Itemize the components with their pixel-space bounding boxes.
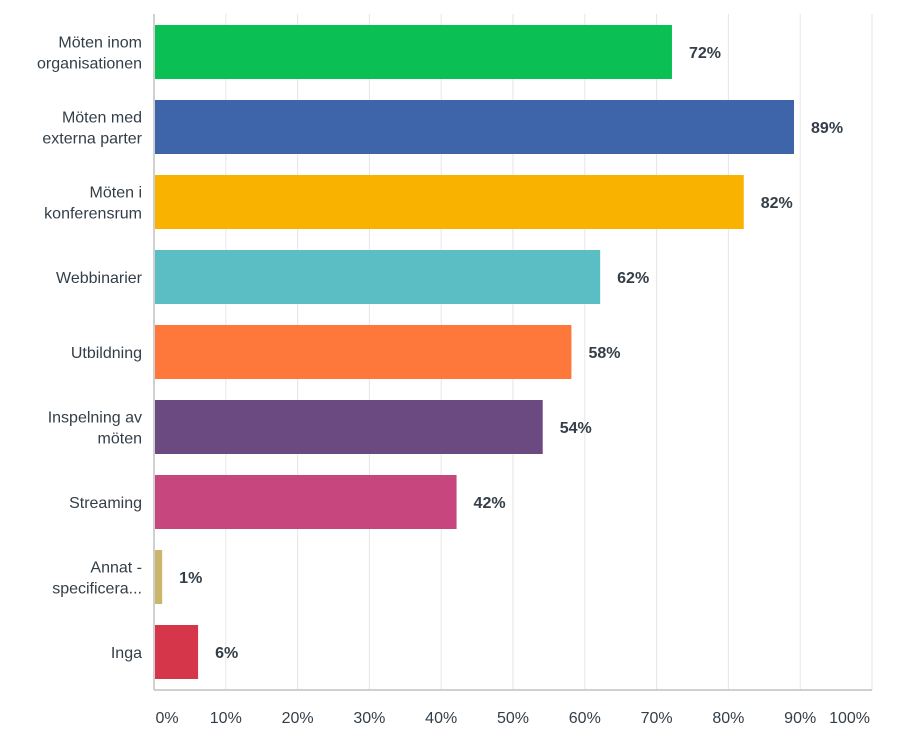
value-label: 42%: [474, 495, 506, 512]
bar[interactable]: [155, 625, 199, 679]
bar[interactable]: [155, 25, 672, 79]
bar[interactable]: [155, 400, 543, 454]
bar[interactable]: [155, 250, 601, 304]
x-tick-label: 60%: [569, 710, 601, 727]
bar[interactable]: [155, 175, 744, 229]
bar[interactable]: [155, 550, 163, 604]
category-label: Inga: [111, 645, 142, 662]
x-tick-label: 40%: [425, 710, 457, 727]
value-label: 89%: [811, 120, 843, 137]
category-label: Möten med: [62, 110, 142, 127]
category-label: Annat -: [90, 560, 142, 577]
bars: [155, 25, 795, 679]
category-label: Inspelning av: [48, 410, 142, 427]
x-tick-label: 0%: [155, 710, 178, 727]
value-label: 62%: [617, 270, 649, 287]
value-label: 82%: [761, 195, 793, 212]
category-label: möten: [98, 431, 142, 448]
category-label: organisationen: [37, 56, 142, 73]
axes: [153, 14, 872, 691]
category-label: Utbildning: [71, 345, 142, 362]
value-label: 54%: [560, 420, 592, 437]
category-label: konferensrum: [44, 206, 142, 223]
x-tick-label: 90%: [784, 710, 816, 727]
category-label: specificera...: [52, 581, 142, 598]
x-tick-label: 70%: [641, 710, 673, 727]
value-label: 1%: [179, 570, 202, 587]
x-tick-label: 50%: [497, 710, 529, 727]
value-label: 6%: [215, 645, 238, 662]
value-label: 58%: [588, 345, 620, 362]
category-label: Möten i: [90, 185, 142, 202]
bar[interactable]: [155, 475, 457, 529]
category-label: Streaming: [69, 495, 142, 512]
x-tick-label: 10%: [210, 710, 242, 727]
bar[interactable]: [155, 325, 572, 379]
category-label: Webbinarier: [56, 270, 143, 287]
category-label: externa parter: [42, 131, 142, 148]
x-tick-label: 30%: [353, 710, 385, 727]
category-label: Möten inom: [58, 35, 142, 52]
bar[interactable]: [155, 100, 795, 154]
x-tick-label: 80%: [712, 710, 744, 727]
value-label: 72%: [689, 45, 721, 62]
x-tick-label: 20%: [282, 710, 314, 727]
x-tick-label: 100%: [829, 710, 870, 727]
labels: 0% 10% 20% 30% 40% 50% 60% 70% 80% 90% 100% 72% Möte…: [37, 35, 870, 728]
